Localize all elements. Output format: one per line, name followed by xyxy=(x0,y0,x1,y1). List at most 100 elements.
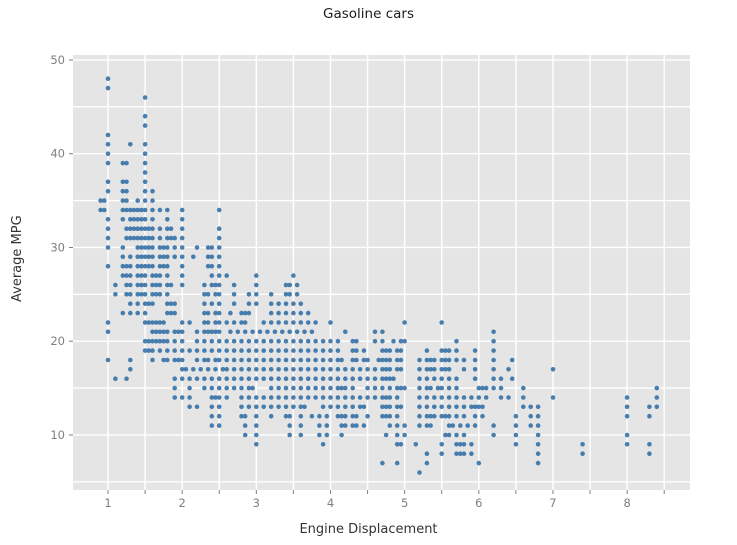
data-point xyxy=(276,395,281,400)
data-point xyxy=(454,404,459,410)
data-point xyxy=(432,395,437,400)
data-point xyxy=(372,329,378,335)
data-point xyxy=(216,376,222,382)
data-point xyxy=(272,329,278,335)
data-point xyxy=(417,423,422,428)
data-point xyxy=(380,395,385,400)
data-point xyxy=(216,263,222,269)
data-point xyxy=(469,404,474,410)
data-point xyxy=(350,423,356,428)
data-point xyxy=(261,404,267,410)
data-point xyxy=(283,376,289,382)
data-point xyxy=(535,423,541,428)
data-point xyxy=(172,235,177,241)
data-point xyxy=(439,451,445,457)
data-point xyxy=(153,292,159,297)
data-point xyxy=(261,338,267,344)
data-point xyxy=(205,263,211,269)
data-point xyxy=(298,310,304,316)
data-point xyxy=(446,395,452,400)
data-point xyxy=(253,273,259,278)
data-point xyxy=(320,395,326,400)
data-point xyxy=(313,376,318,382)
data-point xyxy=(216,395,222,400)
data-point xyxy=(213,292,218,297)
data-point xyxy=(446,367,452,372)
data-point xyxy=(209,273,215,278)
data-point xyxy=(439,395,445,400)
data-point xyxy=(550,395,556,400)
data-point xyxy=(216,273,222,278)
data-point xyxy=(139,292,144,297)
data-point xyxy=(387,367,393,372)
data-point xyxy=(150,217,155,222)
data-point xyxy=(394,442,400,447)
data-point xyxy=(417,376,422,382)
data-point xyxy=(142,188,148,194)
data-point xyxy=(417,367,422,372)
data-point xyxy=(165,226,170,231)
data-point xyxy=(250,385,255,391)
y-tick-label: 50 xyxy=(50,53,65,67)
data-point xyxy=(105,85,111,91)
data-point xyxy=(476,460,482,466)
data-point xyxy=(302,404,307,410)
data-point xyxy=(120,160,126,166)
data-point xyxy=(513,413,519,419)
data-point xyxy=(287,292,293,297)
data-point xyxy=(198,367,203,372)
data-point xyxy=(654,404,660,410)
data-point xyxy=(146,348,152,353)
data-point xyxy=(216,301,222,307)
data-point xyxy=(139,207,144,213)
data-point xyxy=(157,348,163,353)
data-point xyxy=(191,254,196,260)
data-point xyxy=(287,282,293,288)
data-point xyxy=(439,413,445,419)
data-point xyxy=(161,329,166,335)
data-point xyxy=(320,376,326,382)
data-point xyxy=(205,292,211,297)
data-point xyxy=(128,263,133,269)
data-point xyxy=(417,385,422,391)
data-point xyxy=(161,245,166,250)
data-point xyxy=(298,423,304,428)
data-point xyxy=(120,245,126,250)
data-point xyxy=(361,404,367,410)
data-point xyxy=(521,395,526,400)
data-point xyxy=(424,395,430,400)
data-point xyxy=(372,367,378,372)
data-point xyxy=(224,395,229,400)
data-point xyxy=(239,338,244,344)
data-point xyxy=(142,113,148,119)
data-point xyxy=(535,460,541,466)
data-point xyxy=(280,329,285,335)
data-point xyxy=(165,263,170,269)
data-point xyxy=(165,273,170,278)
data-point xyxy=(380,357,385,363)
data-point xyxy=(139,245,144,250)
data-point xyxy=(231,357,237,363)
data-point xyxy=(380,404,385,410)
data-point xyxy=(231,338,237,344)
data-point xyxy=(209,404,215,410)
data-point xyxy=(172,357,177,363)
data-point xyxy=(550,367,556,372)
data-point xyxy=(276,376,281,382)
data-point xyxy=(339,423,344,428)
data-point xyxy=(150,292,155,297)
data-point xyxy=(242,413,248,419)
data-point xyxy=(261,320,267,325)
data-point xyxy=(283,404,289,410)
data-point xyxy=(528,413,533,419)
data-point xyxy=(443,357,448,363)
data-point xyxy=(480,404,485,410)
data-point xyxy=(439,348,445,353)
data-point xyxy=(187,348,192,353)
data-point xyxy=(157,263,163,269)
data-point xyxy=(428,413,433,419)
data-point xyxy=(242,320,248,325)
data-point xyxy=(231,292,237,297)
data-point xyxy=(268,357,274,363)
data-point xyxy=(372,395,378,400)
